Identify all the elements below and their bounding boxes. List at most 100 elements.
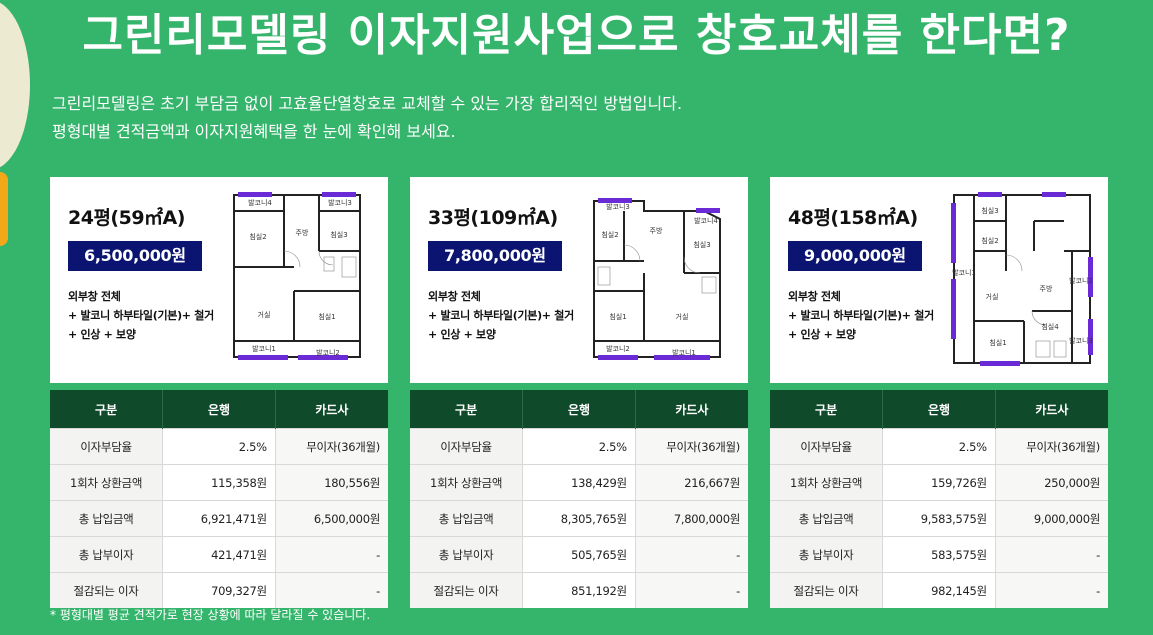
bank-value: 421,471원	[162, 536, 276, 573]
rates-table: 구분 은행 카드사 이자부담율 2.5% 무이자(36개월) 1회차 상환금액 138…	[410, 390, 748, 608]
card-value: 250,000원	[994, 464, 1108, 501]
side-tab[interactable]	[0, 172, 8, 246]
card-value: -	[994, 572, 1108, 608]
table-header-row: 구분 은행 카드사	[50, 390, 388, 429]
price-badge: 7,800,000원	[428, 241, 562, 271]
plan-size-title: 48평(158㎡A)	[788, 207, 918, 229]
table-row: 절감되는 이자 709,327원 -	[50, 572, 388, 608]
col-header: 은행	[522, 390, 636, 429]
card-value: -	[634, 572, 748, 608]
footnote: * 평형대별 평균 견적가로 현장 상황에 따라 달라질 수 있습니다.	[50, 608, 371, 622]
row-label: 1회차 상환금액	[50, 464, 163, 501]
room-label: 침실3	[981, 206, 998, 215]
room-label: 발코니1	[252, 344, 276, 353]
price-badge: 6,500,000원	[68, 241, 202, 271]
col-header: 구분	[50, 390, 163, 429]
room-label: 침실1	[989, 338, 1006, 347]
bank-value: 2.5%	[882, 428, 996, 465]
row-label: 총 납입금액	[410, 500, 523, 537]
room-label: 발코니4	[694, 216, 718, 225]
card-value: 9,000,000원	[994, 500, 1108, 537]
plan-column-24: 24평(59㎡A) 6,500,000원 외부창 전체 + 발코니 하부타일(기…	[50, 177, 388, 608]
rates-table: 구분 은행 카드사 이자부담율 2.5% 무이자(36개월) 1회차 상환금액 159…	[770, 390, 1108, 608]
card-value: 무이자(36개월)	[994, 428, 1108, 465]
rates-table: 구분 은행 카드사 이자부담율 2.5% 무이자(36개월) 1회차 상환금액 115…	[50, 390, 388, 608]
includes-item: + 발코니 하부타일(기본)+ 철거	[428, 309, 574, 322]
bank-value: 8,305,765원	[522, 500, 636, 537]
room-label: 침실2	[981, 236, 998, 245]
table-row: 총 납부이자 505,765원 -	[410, 536, 748, 573]
room-label: 침실3	[330, 230, 347, 239]
row-label: 이자부담율	[50, 428, 163, 465]
includes-item: 외부창 전체	[788, 290, 841, 303]
row-label: 절감되는 이자	[410, 572, 523, 608]
row-label: 이자부담율	[770, 428, 883, 465]
card-value: -	[274, 572, 388, 608]
includes-list: 외부창 전체 + 발코니 하부타일(기본)+ 철거 + 인상 + 보양	[788, 287, 934, 344]
table-row: 총 납부이자 421,471원 -	[50, 536, 388, 573]
room-label: 주방	[296, 228, 309, 237]
price-badge: 9,000,000원	[788, 241, 922, 271]
room-label: 침실1	[609, 312, 626, 321]
room-label: 침실1	[318, 312, 335, 321]
table-row: 총 납입금액 9,583,575원 9,000,000원	[770, 500, 1108, 537]
floor-plan-diagram: 발코니3 발코니4 침실2 주방 침실3 침실1 거실 발코니2 발코니1	[593, 198, 721, 360]
room-label: 침실2	[249, 232, 266, 241]
includes-item: 외부창 전체	[428, 290, 481, 303]
plan-column-48: 48평(158㎡A) 9,000,000원 외부창 전체 + 발코니 하부타일(…	[770, 177, 1108, 608]
bank-value: 505,765원	[522, 536, 636, 573]
floor-plan-diagram: 침실3 침실2 발코니1 거실 주방 발코니2 침실4 침실1 발코니3	[951, 192, 1093, 366]
col-header: 은행	[882, 390, 996, 429]
row-label: 총 납입금액	[50, 500, 163, 537]
row-label: 총 납부이자	[770, 536, 883, 573]
col-header: 구분	[770, 390, 883, 429]
row-label: 절감되는 이자	[770, 572, 883, 608]
room-label: 주방	[1040, 284, 1053, 293]
table-row: 절감되는 이자 982,145원 -	[770, 572, 1108, 608]
card-value: -	[634, 536, 748, 573]
plan-card: 24평(59㎡A) 6,500,000원 외부창 전체 + 발코니 하부타일(기…	[50, 177, 388, 383]
bank-value: 2.5%	[522, 428, 636, 465]
card-value: 6,500,000원	[274, 500, 388, 537]
room-label: 발코니3	[1069, 336, 1093, 345]
room-label: 거실	[986, 292, 999, 301]
room-label: 발코니2	[606, 344, 630, 353]
plan-card: 33평(109㎡A) 7,800,000원 외부창 전체 + 발코니 하부타일(…	[410, 177, 748, 383]
col-header: 카드사	[634, 390, 748, 429]
room-label: 거실	[258, 310, 271, 319]
bank-value: 2.5%	[162, 428, 276, 465]
intro-line-2: 평형대별 견적금액과 이자지원혜택을 한 눈에 확인해 보세요.	[52, 122, 456, 141]
plan-size-title: 24평(59㎡A)	[68, 207, 185, 229]
col-header: 카드사	[994, 390, 1108, 429]
table-row: 절감되는 이자 851,192원 -	[410, 572, 748, 608]
table-row: 1회차 상환금액 115,358원 180,556원	[50, 464, 388, 501]
room-label: 침실2	[601, 230, 618, 239]
bank-value: 583,575원	[882, 536, 996, 573]
table-row: 총 납부이자 583,575원 -	[770, 536, 1108, 573]
table-row: 1회차 상환금액 159,726원 250,000원	[770, 464, 1108, 501]
bank-value: 9,583,575원	[882, 500, 996, 537]
room-label: 발코니3	[328, 198, 352, 207]
col-header: 구분	[410, 390, 523, 429]
card-value: 무이자(36개월)	[634, 428, 748, 465]
table-row: 이자부담율 2.5% 무이자(36개월)	[410, 428, 748, 465]
row-label: 총 납입금액	[770, 500, 883, 537]
row-label: 총 납부이자	[50, 536, 163, 573]
col-header: 은행	[162, 390, 276, 429]
card-value: 무이자(36개월)	[274, 428, 388, 465]
row-label: 절감되는 이자	[50, 572, 163, 608]
intro-text: 그린리모델링은 초기 부담금 없이 고효율단열창호로 교체할 수 있는 가장 합…	[52, 90, 682, 146]
floor-plan-diagram: 발코니4 발코니3 침실2 주방 침실3 거실 침실1 발코니1 발코니2	[233, 192, 361, 360]
includes-item: + 발코니 하부타일(기본)+ 철거	[788, 309, 934, 322]
table-header-row: 구분 은행 카드사	[410, 390, 748, 429]
row-label: 이자부담율	[410, 428, 523, 465]
table-row: 총 납입금액 6,921,471원 6,500,000원	[50, 500, 388, 537]
bank-value: 851,192원	[522, 572, 636, 608]
bank-value: 115,358원	[162, 464, 276, 501]
bank-value: 159,726원	[882, 464, 996, 501]
bank-value: 709,327원	[162, 572, 276, 608]
row-label: 총 납부이자	[410, 536, 523, 573]
table-row: 이자부담율 2.5% 무이자(36개월)	[770, 428, 1108, 465]
room-label: 침실3	[693, 240, 710, 249]
plan-card: 48평(158㎡A) 9,000,000원 외부창 전체 + 발코니 하부타일(…	[770, 177, 1108, 383]
